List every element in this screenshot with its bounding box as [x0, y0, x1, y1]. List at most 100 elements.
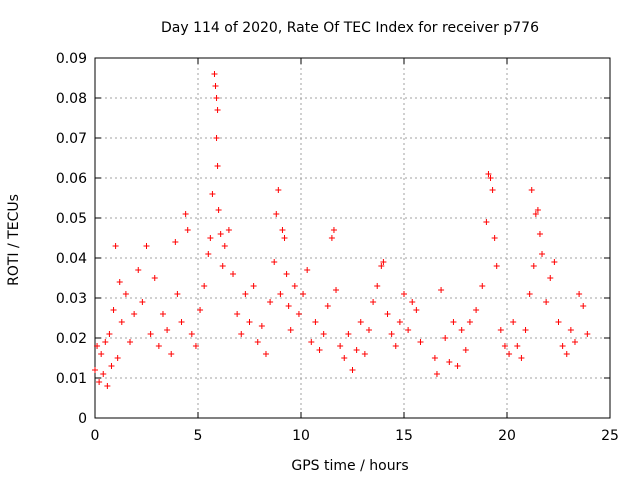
data-point	[458, 327, 465, 333]
data-point	[341, 355, 348, 361]
data-point	[114, 355, 121, 361]
axis-ticks: 0 0.01 0.02 0.03 0.04 0.05 0.06 0.07 0.08 0.09 0 5 1…	[56, 51, 619, 444]
data-point	[127, 339, 134, 345]
data-point	[242, 291, 249, 297]
data-point	[433, 371, 440, 377]
data-point	[547, 275, 554, 281]
data-point	[563, 351, 570, 357]
data-point	[308, 339, 315, 345]
data-point	[405, 327, 412, 333]
data-point	[365, 327, 372, 333]
data-point	[182, 211, 189, 217]
data-point	[283, 271, 290, 277]
data-point	[580, 303, 587, 309]
data-point	[215, 207, 222, 213]
data-point	[300, 291, 307, 297]
data-point	[207, 235, 214, 241]
data-point	[514, 343, 521, 349]
data-point	[479, 283, 486, 289]
data-point	[197, 307, 204, 313]
data-point	[225, 227, 232, 233]
data-point	[271, 259, 278, 265]
data-point	[211, 71, 218, 77]
data-point	[438, 287, 445, 293]
data-point	[446, 359, 453, 365]
data-point	[131, 311, 138, 317]
data-point	[487, 175, 494, 181]
y-tick-label: 0.04	[56, 251, 87, 267]
data-point	[489, 187, 496, 193]
data-point	[275, 187, 282, 193]
data-point	[112, 243, 119, 249]
data-point	[518, 355, 525, 361]
data-point	[534, 207, 541, 213]
plot-frame	[94, 57, 611, 419]
data-point	[258, 323, 265, 329]
data-point	[491, 235, 498, 241]
data-point	[316, 347, 323, 353]
data-point	[450, 319, 457, 325]
data-point	[442, 335, 449, 341]
data-point	[374, 283, 381, 289]
data-point	[324, 303, 331, 309]
data-point	[143, 243, 150, 249]
data-point	[522, 327, 529, 333]
data-point	[357, 319, 364, 325]
data-point	[526, 291, 533, 297]
y-axis-label: ROTI / TECUs	[6, 194, 22, 286]
data-point	[392, 343, 399, 349]
data-point	[238, 331, 245, 337]
data-point	[217, 231, 224, 237]
data-point	[497, 327, 504, 333]
data-point	[118, 319, 125, 325]
data-point	[466, 319, 473, 325]
data-point	[164, 327, 171, 333]
data-point	[417, 339, 424, 345]
data-point	[543, 299, 550, 305]
data-point	[234, 311, 241, 317]
x-tick-label: 5	[194, 428, 203, 444]
data-point	[168, 351, 175, 357]
data-point	[462, 347, 469, 353]
data-point	[285, 303, 292, 309]
data-point	[221, 243, 228, 249]
data-point	[370, 299, 377, 305]
data-point	[380, 259, 387, 265]
data-point	[551, 259, 558, 265]
data-point	[571, 339, 578, 345]
data-point	[291, 283, 298, 289]
data-point	[353, 347, 360, 353]
data-point	[485, 171, 492, 177]
data-point	[205, 251, 212, 257]
x-tick-label: 25	[601, 428, 619, 444]
data-point	[501, 343, 508, 349]
data-point	[246, 319, 253, 325]
data-point	[254, 339, 261, 345]
y-tick-label: 0.05	[56, 211, 87, 227]
data-point	[281, 235, 288, 241]
chart-title: Day 114 of 2020, Rate Of TEC Index for r…	[161, 20, 539, 36]
data-point	[122, 291, 129, 297]
data-point	[214, 107, 221, 113]
data-point	[188, 331, 195, 337]
y-tick-label: 0.03	[56, 291, 87, 307]
data-point	[493, 263, 500, 269]
data-point	[214, 163, 221, 169]
data-point	[312, 319, 319, 325]
data-point	[287, 327, 294, 333]
data-point	[409, 299, 416, 305]
data-point	[108, 363, 115, 369]
x-tick-label: 15	[395, 428, 413, 444]
data-point	[100, 371, 107, 377]
data-point	[172, 239, 179, 245]
data-point	[262, 351, 269, 357]
data-point	[151, 275, 158, 281]
data-point	[539, 251, 546, 257]
data-point	[349, 367, 356, 373]
data-point	[304, 267, 311, 273]
data-point	[159, 311, 166, 317]
data-point	[361, 351, 368, 357]
data-point	[506, 351, 513, 357]
data-point	[528, 187, 535, 193]
